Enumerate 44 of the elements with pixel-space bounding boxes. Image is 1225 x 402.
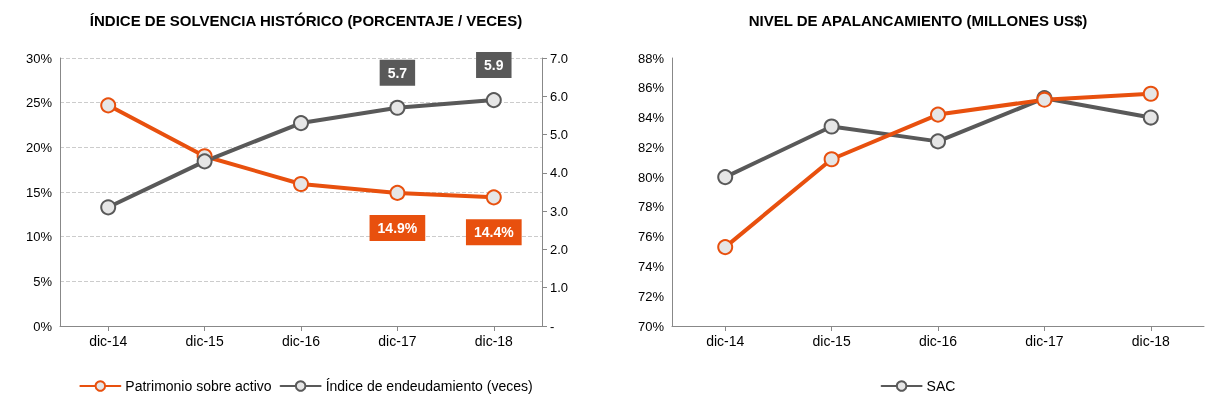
y-tick-label: 0% (33, 318, 53, 334)
y-tick-label: 70% (637, 318, 665, 334)
y-tick-label: 74% (637, 258, 665, 274)
data-label: 5.7 (387, 64, 408, 81)
x-tick-label: dic-14 (706, 333, 745, 349)
y-tick-label: 86% (637, 80, 665, 96)
y2-tick-label: 6.0 (550, 88, 569, 104)
y2-tick-label: 7.0 (550, 50, 569, 66)
legend-label: SAC (926, 378, 956, 394)
y2-tick-label: 5.0 (550, 127, 569, 143)
data-label: 14.9% (377, 219, 418, 236)
legend-label: Patrimonio sobre activo (125, 378, 272, 394)
chart-title: NIVEL DE APALANCAMIENTO (MILLONES US$) (748, 12, 1088, 29)
y2-tick-label: 1.0 (550, 280, 569, 296)
x-tick-label: dic-16 (281, 333, 321, 349)
y-tick-label: 76% (637, 229, 665, 245)
y-tick-label: 80% (637, 169, 665, 185)
y-tick-label: 10% (25, 229, 53, 245)
x-tick-label: dic-15 (812, 333, 851, 349)
x-tick-label: dic-18 (474, 333, 514, 349)
y-tick-label: 25% (25, 95, 53, 111)
x-tick-label: dic-16 (918, 333, 958, 349)
legend-label: Índice de endeudamiento (veces) (325, 378, 533, 394)
y2-tick-label: 2.0 (550, 241, 569, 257)
y-tick-label: 78% (637, 199, 665, 215)
x-tick-label: dic-15 (185, 333, 224, 349)
data-label: 5.9 (484, 57, 504, 74)
y-tick-label: 72% (637, 288, 665, 304)
y-tick-label: 20% (25, 139, 53, 155)
y2-tick-label: - (550, 318, 555, 334)
y-tick-label: 82% (637, 139, 665, 155)
x-tick-label: dic-14 (89, 333, 128, 349)
y-tick-label: 88% (637, 50, 665, 66)
y-tick-label: 5% (33, 273, 53, 289)
x-tick-label: dic-17 (1025, 333, 1064, 349)
chart-title: ÍNDICE DE SOLVENCIA HISTÓRICO (PORCENTAJE / VECES) (89, 12, 523, 29)
y-tick-label: 84% (637, 110, 665, 126)
data-label: 14.4% (473, 224, 515, 241)
y-tick-label: 30% (25, 50, 53, 66)
y-tick-label: 15% (25, 184, 53, 200)
x-tick-label: dic-18 (1131, 333, 1171, 349)
y2-tick-label: 3.0 (550, 203, 569, 219)
y2-tick-label: 4.0 (550, 165, 569, 181)
x-tick-label: dic-17 (378, 333, 417, 349)
